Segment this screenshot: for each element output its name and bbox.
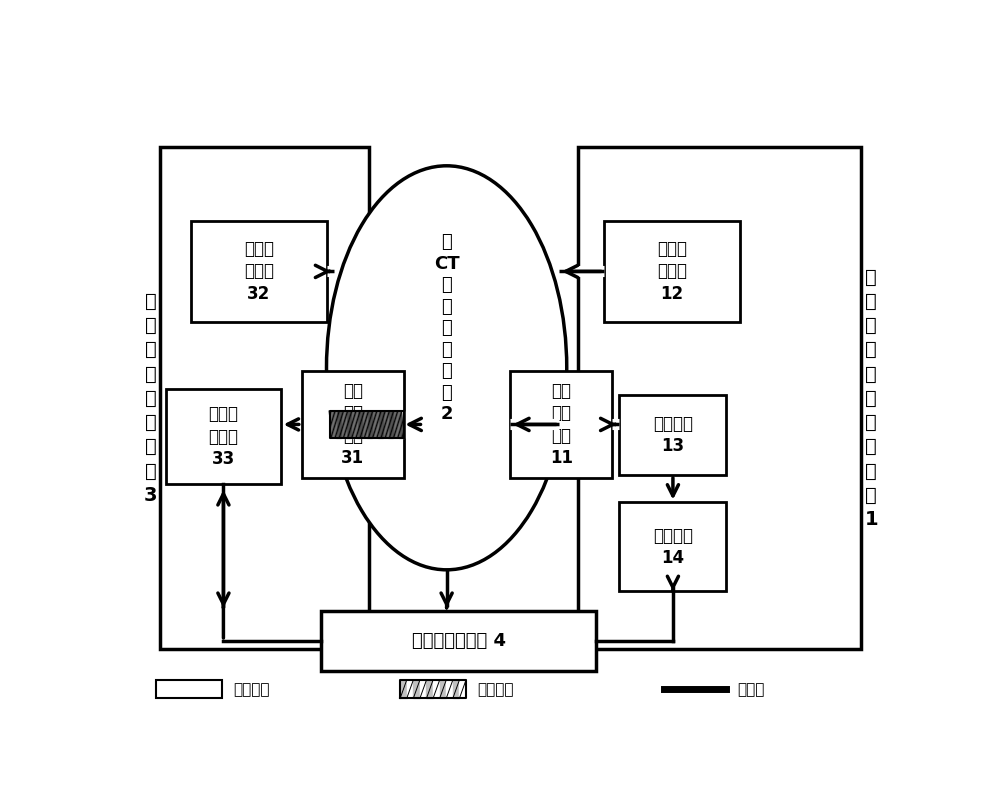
Polygon shape xyxy=(426,680,433,698)
Ellipse shape xyxy=(326,166,567,570)
FancyBboxPatch shape xyxy=(321,611,596,671)
FancyBboxPatch shape xyxy=(604,221,740,322)
FancyBboxPatch shape xyxy=(160,147,369,650)
Polygon shape xyxy=(459,680,466,698)
FancyBboxPatch shape xyxy=(510,370,612,478)
Polygon shape xyxy=(420,680,426,698)
Text: 光
声
层
析
测
量
部
分
3: 光 声 层 析 测 量 部 分 3 xyxy=(144,292,157,505)
Polygon shape xyxy=(351,411,357,438)
Polygon shape xyxy=(399,411,404,438)
Text: 检测系统
14: 检测系统 14 xyxy=(653,527,693,567)
FancyBboxPatch shape xyxy=(619,502,726,591)
Polygon shape xyxy=(388,411,393,438)
Polygon shape xyxy=(433,680,440,698)
Text: 滤光系统
13: 滤光系统 13 xyxy=(653,415,693,456)
FancyBboxPatch shape xyxy=(166,390,281,484)
Polygon shape xyxy=(336,411,341,438)
Text: 数据采
集系统
33: 数据采 集系统 33 xyxy=(208,405,238,468)
Text: 电信号: 电信号 xyxy=(737,681,765,696)
Polygon shape xyxy=(413,680,420,698)
Text: 光声
探测
系统
31: 光声 探测 系统 31 xyxy=(341,382,364,467)
Text: 脉冲光
源系统
32: 脉冲光 源系统 32 xyxy=(244,240,274,303)
Polygon shape xyxy=(440,680,446,698)
Polygon shape xyxy=(378,411,383,438)
Text: 仿
CT
空
间
扫
描
系
统
2: 仿 CT 空 间 扫 描 系 统 2 xyxy=(434,233,459,423)
Polygon shape xyxy=(400,680,407,698)
Text: 稳态光
源系统
12: 稳态光 源系统 12 xyxy=(657,240,687,303)
FancyBboxPatch shape xyxy=(619,395,726,475)
Polygon shape xyxy=(330,411,336,438)
Polygon shape xyxy=(453,680,459,698)
FancyBboxPatch shape xyxy=(156,680,222,698)
Polygon shape xyxy=(372,411,378,438)
FancyBboxPatch shape xyxy=(302,370,404,478)
FancyBboxPatch shape xyxy=(191,221,326,322)
Polygon shape xyxy=(383,411,388,438)
Text: 工业控制计算机 4: 工业控制计算机 4 xyxy=(412,632,506,650)
Text: 光学
接收
系统
11: 光学 接收 系统 11 xyxy=(550,382,573,467)
Text: 光声信号: 光声信号 xyxy=(478,681,514,696)
Text: 光学信号: 光学信号 xyxy=(234,681,270,696)
Polygon shape xyxy=(367,411,372,438)
Polygon shape xyxy=(446,680,453,698)
Text: 扩
散
光
学
层
析
测
量
部
分
1: 扩 散 光 学 层 析 测 量 部 分 1 xyxy=(865,268,878,529)
Polygon shape xyxy=(341,411,346,438)
Polygon shape xyxy=(346,411,351,438)
Polygon shape xyxy=(357,411,362,438)
Polygon shape xyxy=(362,411,367,438)
FancyBboxPatch shape xyxy=(578,147,861,650)
Polygon shape xyxy=(393,411,399,438)
Polygon shape xyxy=(407,680,413,698)
